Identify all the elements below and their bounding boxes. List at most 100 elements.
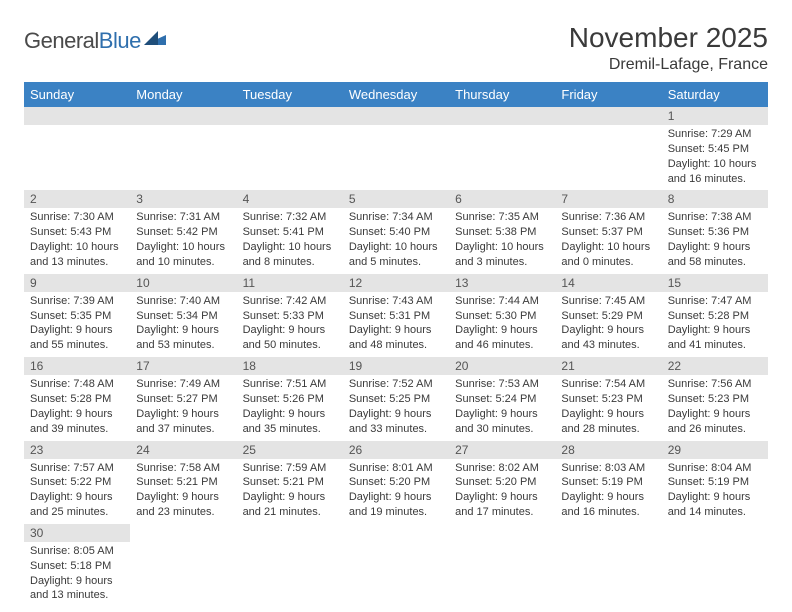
day-data-cell: Sunrise: 7:31 AMSunset: 5:42 PMDaylight:… [130, 208, 236, 273]
day-number-cell: 19 [343, 357, 449, 375]
day-data-cell [555, 125, 661, 190]
daynum-row: 16171819202122 [24, 357, 768, 375]
daynum-row: 1 [24, 107, 768, 125]
sunset-text: Sunset: 5:23 PM [668, 392, 762, 407]
daylight-text: Daylight: 10 hours and 0 minutes. [561, 240, 655, 270]
daylight-text: Daylight: 10 hours and 10 minutes. [136, 240, 230, 270]
daylight-text: Daylight: 9 hours and 37 minutes. [136, 407, 230, 437]
day-number-cell [343, 107, 449, 125]
sunrise-text: Sunrise: 7:30 AM [30, 210, 124, 225]
day-number-cell: 10 [130, 274, 236, 292]
day-number-cell: 21 [555, 357, 661, 375]
sunset-text: Sunset: 5:28 PM [30, 392, 124, 407]
day-number-cell: 28 [555, 441, 661, 459]
day-number-cell: 4 [237, 190, 343, 208]
day-data-cell [343, 542, 449, 607]
daynum-row: 2345678 [24, 190, 768, 208]
sunrise-text: Sunrise: 7:36 AM [561, 210, 655, 225]
logo-flag-icon [144, 31, 166, 52]
day-number-cell [555, 524, 661, 542]
daylight-text: Daylight: 10 hours and 13 minutes. [30, 240, 124, 270]
data-row: Sunrise: 8:05 AMSunset: 5:18 PMDaylight:… [24, 542, 768, 607]
day-data-cell: Sunrise: 7:40 AMSunset: 5:34 PMDaylight:… [130, 292, 236, 357]
sunrise-text: Sunrise: 8:02 AM [455, 461, 549, 476]
sunrise-text: Sunrise: 7:31 AM [136, 210, 230, 225]
sunset-text: Sunset: 5:40 PM [349, 225, 443, 240]
sunset-text: Sunset: 5:31 PM [349, 309, 443, 324]
day-number-cell: 2 [24, 190, 130, 208]
sunrise-text: Sunrise: 7:49 AM [136, 377, 230, 392]
day-number-cell [237, 107, 343, 125]
day-number-cell: 30 [24, 524, 130, 542]
sunrise-text: Sunrise: 7:44 AM [455, 294, 549, 309]
day-data-cell: Sunrise: 7:58 AMSunset: 5:21 PMDaylight:… [130, 459, 236, 524]
day-data-cell: Sunrise: 7:44 AMSunset: 5:30 PMDaylight:… [449, 292, 555, 357]
sunrise-text: Sunrise: 7:56 AM [668, 377, 762, 392]
daynum-row: 9101112131415 [24, 274, 768, 292]
logo-text-dark: General [24, 28, 99, 54]
day-header-row: Sunday Monday Tuesday Wednesday Thursday… [24, 82, 768, 107]
sunrise-text: Sunrise: 7:52 AM [349, 377, 443, 392]
sunset-text: Sunset: 5:43 PM [30, 225, 124, 240]
day-data-cell [130, 542, 236, 607]
sunrise-text: Sunrise: 7:34 AM [349, 210, 443, 225]
sunrise-text: Sunrise: 7:35 AM [455, 210, 549, 225]
dayhead-fri: Friday [555, 82, 661, 107]
sunset-text: Sunset: 5:24 PM [455, 392, 549, 407]
daylight-text: Daylight: 9 hours and 41 minutes. [668, 323, 762, 353]
day-number-cell: 29 [662, 441, 768, 459]
daylight-text: Daylight: 9 hours and 16 minutes. [561, 490, 655, 520]
day-data-cell: Sunrise: 7:30 AMSunset: 5:43 PMDaylight:… [24, 208, 130, 273]
day-number-cell: 6 [449, 190, 555, 208]
sunrise-text: Sunrise: 7:45 AM [561, 294, 655, 309]
sunrise-text: Sunrise: 7:47 AM [668, 294, 762, 309]
dayhead-sat: Saturday [662, 82, 768, 107]
daylight-text: Daylight: 9 hours and 25 minutes. [30, 490, 124, 520]
logo: General Blue [24, 28, 166, 54]
dayhead-mon: Monday [130, 82, 236, 107]
sunrise-text: Sunrise: 7:59 AM [243, 461, 337, 476]
sunrise-text: Sunrise: 7:51 AM [243, 377, 337, 392]
day-number-cell: 11 [237, 274, 343, 292]
day-data-cell [237, 542, 343, 607]
day-data-cell: Sunrise: 7:48 AMSunset: 5:28 PMDaylight:… [24, 375, 130, 440]
day-number-cell: 12 [343, 274, 449, 292]
calendar-table: Sunday Monday Tuesday Wednesday Thursday… [24, 82, 768, 607]
day-number-cell: 24 [130, 441, 236, 459]
sunset-text: Sunset: 5:45 PM [668, 142, 762, 157]
day-data-cell: Sunrise: 7:42 AMSunset: 5:33 PMDaylight:… [237, 292, 343, 357]
dayhead-wed: Wednesday [343, 82, 449, 107]
page-header: General Blue November 2025 Dremil-Lafage… [24, 22, 768, 74]
title-block: November 2025 Dremil-Lafage, France [569, 22, 768, 74]
daylight-text: Daylight: 9 hours and 43 minutes. [561, 323, 655, 353]
day-data-cell: Sunrise: 7:45 AMSunset: 5:29 PMDaylight:… [555, 292, 661, 357]
day-number-cell: 27 [449, 441, 555, 459]
day-number-cell: 3 [130, 190, 236, 208]
sunrise-text: Sunrise: 7:42 AM [243, 294, 337, 309]
sunset-text: Sunset: 5:22 PM [30, 475, 124, 490]
day-number-cell [555, 107, 661, 125]
day-number-cell [24, 107, 130, 125]
daylight-text: Daylight: 9 hours and 23 minutes. [136, 490, 230, 520]
daylight-text: Daylight: 10 hours and 8 minutes. [243, 240, 337, 270]
day-number-cell: 26 [343, 441, 449, 459]
day-number-cell: 18 [237, 357, 343, 375]
day-number-cell [662, 524, 768, 542]
day-number-cell [449, 107, 555, 125]
sunrise-text: Sunrise: 7:29 AM [668, 127, 762, 142]
day-number-cell: 1 [662, 107, 768, 125]
day-data-cell: Sunrise: 8:03 AMSunset: 5:19 PMDaylight:… [555, 459, 661, 524]
day-data-cell: Sunrise: 7:57 AMSunset: 5:22 PMDaylight:… [24, 459, 130, 524]
daylight-text: Daylight: 9 hours and 13 minutes. [30, 574, 124, 604]
day-data-cell: Sunrise: 7:51 AMSunset: 5:26 PMDaylight:… [237, 375, 343, 440]
daynum-row: 30 [24, 524, 768, 542]
day-number-cell: 13 [449, 274, 555, 292]
sunrise-text: Sunrise: 8:01 AM [349, 461, 443, 476]
day-data-cell [343, 125, 449, 190]
daylight-text: Daylight: 9 hours and 17 minutes. [455, 490, 549, 520]
day-number-cell: 25 [237, 441, 343, 459]
day-data-cell: Sunrise: 7:59 AMSunset: 5:21 PMDaylight:… [237, 459, 343, 524]
data-row: Sunrise: 7:48 AMSunset: 5:28 PMDaylight:… [24, 375, 768, 440]
day-data-cell: Sunrise: 7:49 AMSunset: 5:27 PMDaylight:… [130, 375, 236, 440]
daylight-text: Daylight: 9 hours and 30 minutes. [455, 407, 549, 437]
